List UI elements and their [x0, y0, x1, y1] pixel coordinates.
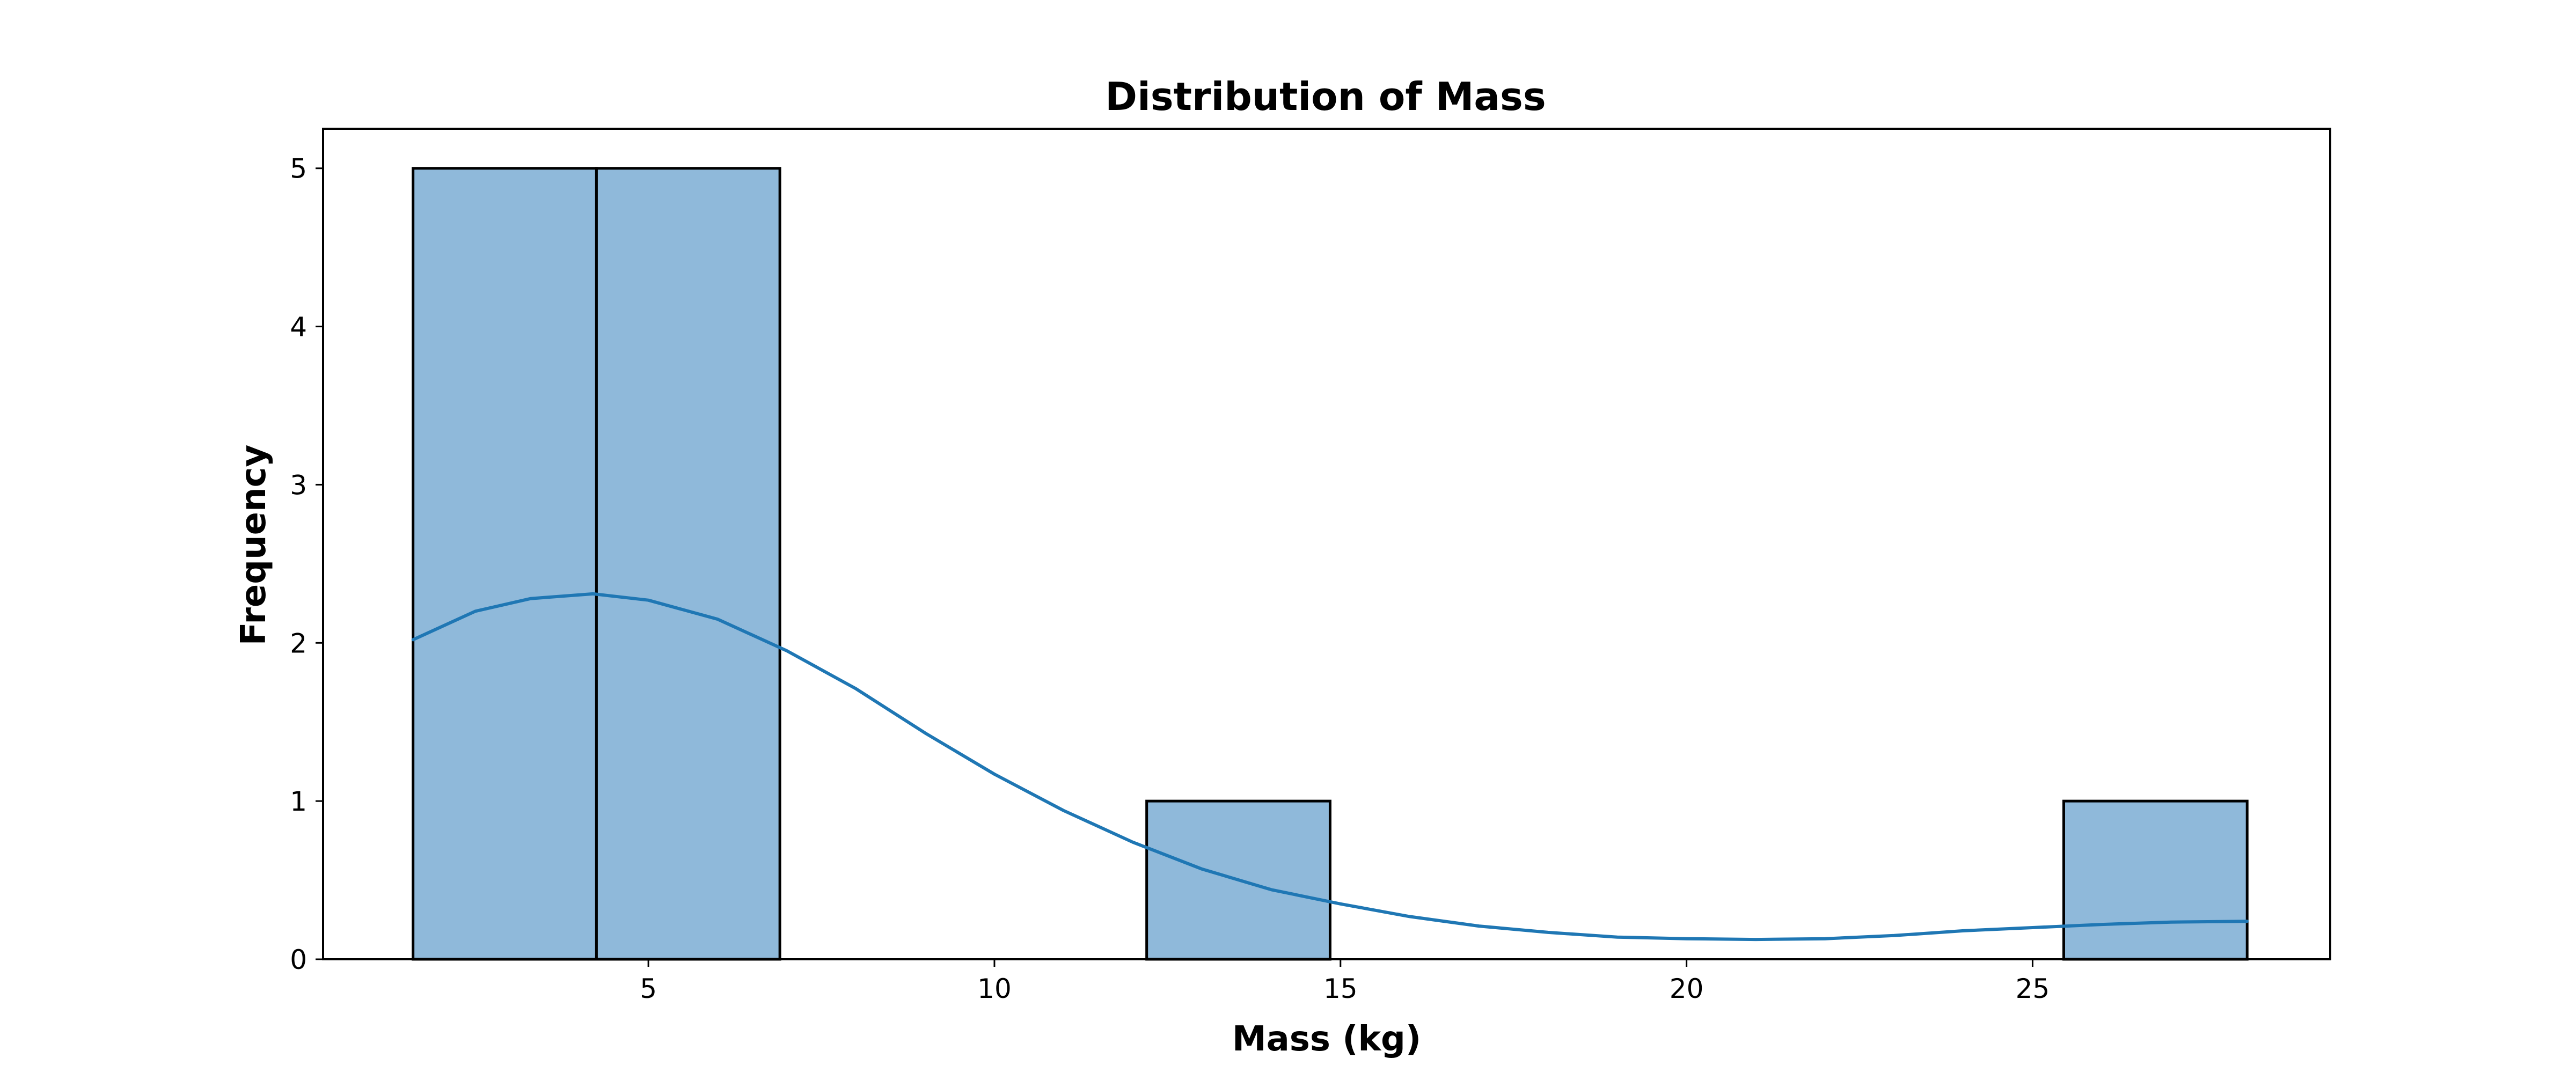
- chart-title: Distribution of Mass: [1105, 74, 1546, 119]
- x-tick-label: 20: [1670, 973, 1704, 1004]
- x-tick-label: 10: [977, 973, 1012, 1004]
- histogram-bars: [412, 167, 2249, 961]
- y-tick-label: 5: [290, 153, 307, 185]
- y-tick-label: 1: [290, 786, 307, 817]
- x-axis-label: Mass (kg): [1232, 1019, 1421, 1059]
- x-tick-label: 5: [640, 973, 657, 1004]
- y-tick-label: 4: [290, 312, 307, 343]
- y-tick-label: 3: [290, 469, 307, 501]
- plot-frame: [322, 128, 2331, 960]
- y-axis-ticks: 0 1 2 3 4 5: [290, 153, 323, 975]
- histogram-bar-1: [595, 167, 781, 961]
- x-axis-ticks: 5 10 15 20 25: [640, 959, 2050, 1004]
- histogram-bar-9: [2062, 799, 2249, 961]
- x-tick-label: 25: [2016, 973, 2050, 1004]
- kde-curve: [411, 592, 2249, 942]
- kde-curve-group: [411, 592, 2249, 942]
- y-tick-label: 0: [290, 944, 307, 975]
- y-axis-label: Frequency: [234, 445, 274, 646]
- y-tick-label: 2: [290, 628, 307, 659]
- x-tick-label: 15: [1323, 973, 1358, 1004]
- histogram-bar-0: [412, 167, 598, 961]
